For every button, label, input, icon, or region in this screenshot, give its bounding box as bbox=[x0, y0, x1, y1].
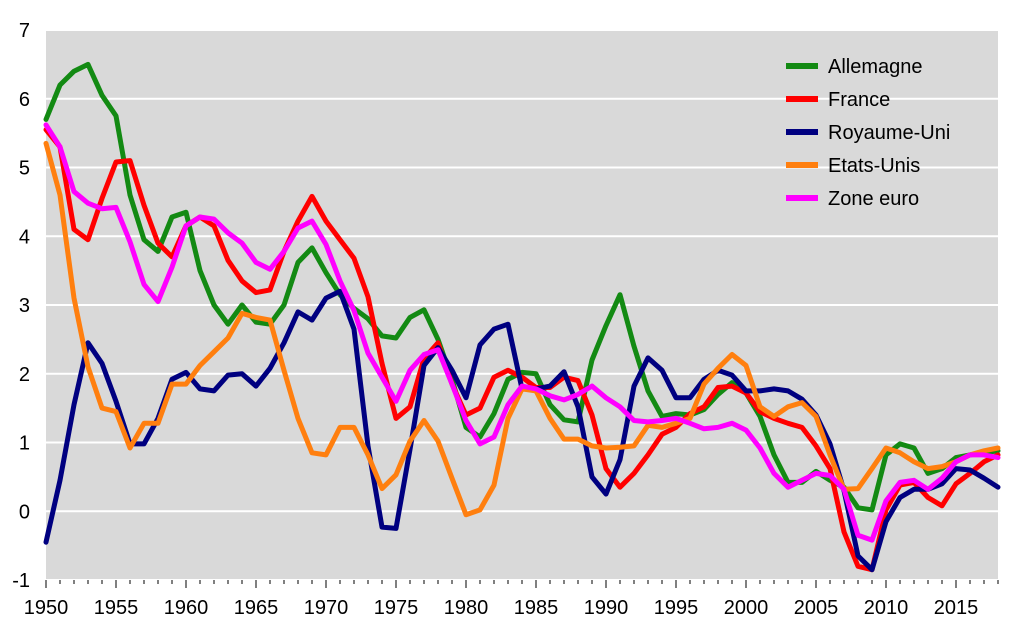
y-tick-label: 7 bbox=[19, 20, 30, 42]
x-tick-label: 1950 bbox=[24, 597, 69, 619]
x-tick-label: 1990 bbox=[584, 597, 629, 619]
legend-label: Royaume-Uni bbox=[828, 122, 950, 144]
x-tick-label: 2005 bbox=[794, 597, 839, 619]
y-tick-label: 3 bbox=[19, 295, 30, 317]
y-tick-label: 4 bbox=[19, 226, 30, 248]
series-line-zone-euro bbox=[43, 122, 1001, 543]
legend-label: Etats-Unis bbox=[828, 155, 920, 177]
x-tick-label: 1965 bbox=[234, 597, 279, 619]
x-tick-label: 1955 bbox=[94, 597, 139, 619]
gridlines bbox=[46, 29, 998, 581]
x-tick-label: 1960 bbox=[164, 597, 209, 619]
legend: Allemagne France Royaume-Uni Etats-Unis Zone… bbox=[786, 56, 950, 210]
y-tick-label: 6 bbox=[19, 89, 30, 111]
y-tick-label: -1 bbox=[12, 570, 30, 592]
legend-label: France bbox=[828, 89, 890, 111]
x-tick-label: 2000 bbox=[724, 597, 769, 619]
x-tick-label: 1970 bbox=[304, 597, 349, 619]
y-tick-label: 5 bbox=[19, 158, 30, 180]
y-axis-ticks: -1 0 1 2 3 4 5 6 7 bbox=[12, 20, 30, 592]
x-tick-label: 1975 bbox=[374, 597, 419, 619]
x-axis-ticks: 1950 1955 1960 1965 1970 1975 1980 1985 1990 1995… bbox=[24, 580, 999, 619]
legend-label: Allemagne bbox=[828, 56, 923, 78]
legend-label: Zone euro bbox=[828, 188, 919, 210]
x-tick-label: 1995 bbox=[654, 597, 699, 619]
y-tick-label: 2 bbox=[19, 364, 30, 386]
x-tick-label: 2010 bbox=[864, 597, 909, 619]
series-layer bbox=[43, 61, 1001, 573]
x-tick-label: 1985 bbox=[514, 597, 559, 619]
x-tick-label: 2015 bbox=[934, 597, 979, 619]
y-tick-label: 0 bbox=[19, 501, 30, 523]
x-tick-label: 1980 bbox=[444, 597, 489, 619]
y-tick-label: 1 bbox=[19, 433, 30, 455]
